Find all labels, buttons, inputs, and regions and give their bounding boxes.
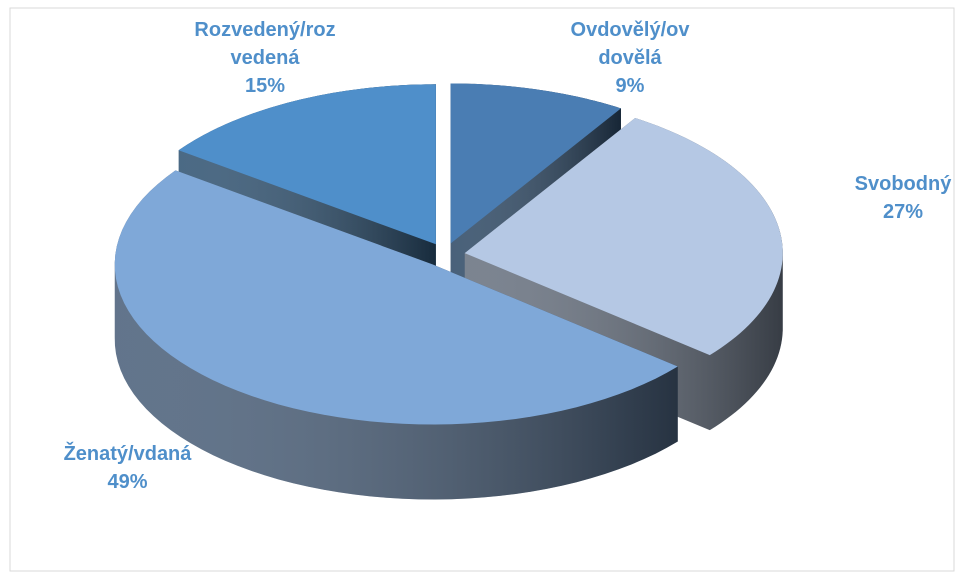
category-label: Svobodný: [854, 173, 952, 195]
value-label: 15%: [244, 75, 286, 97]
value-label: 27%: [882, 201, 924, 223]
value-label: 49%: [107, 471, 148, 493]
category-label: Ženatý/vdaná: [63, 443, 192, 465]
slice: [178, 84, 436, 245]
data-label: Ovdovělý/ovdovělá 9%: [545, 16, 715, 100]
data-label: Rozvedený/rozvedená 15%: [170, 16, 360, 100]
slice: [114, 170, 678, 425]
data-label: Svobodný 27%: [838, 170, 963, 226]
data-label: Ženatý/vdaná 49%: [30, 440, 225, 496]
slice: [450, 83, 621, 244]
category-label: Rozvedený/rozvedená: [194, 19, 336, 69]
value-label: 9%: [615, 75, 645, 97]
slice: [464, 118, 783, 356]
category-label: Ovdovělý/ovdovělá: [570, 19, 690, 69]
